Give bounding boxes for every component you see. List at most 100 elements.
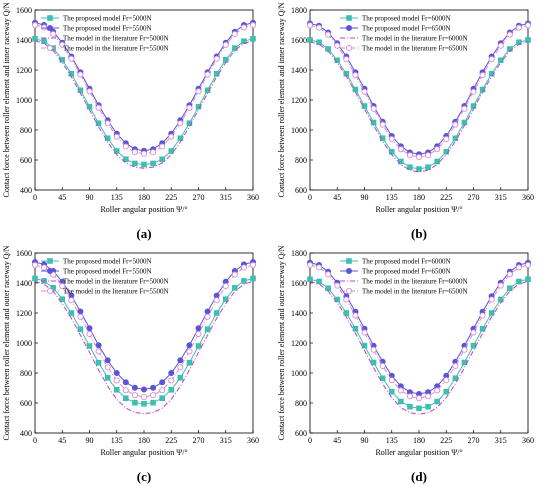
- x-tick-label: 360: [522, 193, 534, 202]
- data-point: [95, 348, 102, 355]
- data-point: [316, 264, 323, 271]
- data-point: [434, 387, 441, 394]
- data-point: [168, 387, 175, 393]
- data-point: [68, 297, 75, 304]
- data-point: [159, 156, 165, 163]
- x-tick-label: 90: [361, 436, 369, 445]
- data-point: [406, 152, 413, 159]
- data-point: [213, 310, 220, 316]
- x-tick-label: 0: [33, 436, 37, 445]
- data-point: [95, 104, 102, 111]
- data-point: [113, 370, 120, 376]
- data-point: [397, 146, 404, 153]
- data-point: [352, 325, 359, 332]
- data-point: [343, 70, 350, 77]
- data-point: [77, 326, 84, 333]
- data-point: [407, 164, 413, 170]
- legend-label: The model in the literature Fr=5000N: [63, 278, 169, 286]
- data-point: [123, 156, 129, 163]
- data-point: [68, 55, 75, 62]
- data-point: [379, 375, 386, 382]
- data-point: [186, 104, 193, 111]
- data-point: [32, 36, 38, 42]
- data-point: [406, 393, 413, 400]
- legend-swatch-marker: [46, 287, 54, 295]
- y-tick-label: 1400: [291, 66, 307, 75]
- y-tick-label: 1000: [291, 126, 307, 135]
- data-point: [524, 22, 532, 29]
- data-point: [104, 364, 111, 371]
- x-axis-title: Roller angular position Ψ/°: [375, 205, 462, 214]
- data-point: [168, 377, 175, 384]
- data-point: [168, 133, 175, 140]
- series-3: [309, 41, 529, 173]
- data-point: [388, 388, 395, 395]
- x-tick-label: 225: [440, 193, 452, 202]
- data-point: [334, 42, 341, 49]
- x-tick-label: 270: [468, 436, 480, 445]
- data-point: [497, 42, 504, 49]
- data-point: [240, 24, 247, 31]
- data-point: [159, 387, 166, 394]
- legend-label: The model in the literature Fr=5000N: [63, 35, 169, 43]
- data-point: [452, 121, 459, 128]
- data-point: [416, 166, 422, 172]
- data-point: [68, 310, 75, 316]
- series-1: [32, 36, 256, 168]
- data-point: [361, 103, 368, 109]
- legend-item: The proposed model Fr=6500N: [340, 268, 451, 276]
- data-point: [204, 87, 211, 94]
- legend-item: The model in the literature Fr=5500N: [41, 288, 169, 296]
- data-point: [86, 88, 93, 95]
- legend-item: The proposed model Fr=6500N: [340, 25, 451, 33]
- data-point: [425, 393, 432, 400]
- data-point: [249, 21, 257, 29]
- series-line: [34, 38, 254, 166]
- data-point: [452, 362, 459, 369]
- data-point: [524, 261, 532, 269]
- data-point: [159, 395, 165, 401]
- data-point: [86, 330, 93, 338]
- legend-swatch-marker: [47, 268, 53, 274]
- legend-item: The proposed model Fr=5000N: [41, 15, 152, 23]
- legend-label: The model in the literature Fr=6000N: [362, 278, 468, 286]
- data-point: [343, 310, 350, 316]
- data-point: [497, 282, 504, 289]
- data-point: [425, 164, 431, 170]
- data-point: [41, 38, 47, 45]
- data-point: [195, 103, 202, 110]
- x-tick-label: 225: [440, 436, 452, 445]
- data-point: [31, 21, 39, 29]
- data-point: [316, 39, 322, 46]
- data-point: [306, 22, 314, 29]
- y-tick-label: 1200: [291, 339, 307, 348]
- series-line: [309, 278, 529, 409]
- legend-label: The proposed model Fr=5000N: [63, 15, 152, 23]
- data-point: [415, 153, 423, 161]
- data-point: [370, 346, 377, 353]
- data-point: [168, 148, 175, 154]
- data-point: [250, 275, 256, 282]
- data-point: [307, 37, 313, 43]
- y-tick-label: 800: [295, 156, 307, 165]
- legend-swatch-marker: [345, 44, 353, 52]
- y-tick-label: 1000: [16, 339, 32, 348]
- data-point: [122, 379, 129, 386]
- data-point: [379, 362, 386, 369]
- data-point: [177, 364, 184, 371]
- data-point: [50, 285, 56, 291]
- data-point: [488, 296, 495, 303]
- x-tick-label: 45: [58, 193, 66, 202]
- data-point: [95, 360, 102, 366]
- data-point: [352, 72, 359, 79]
- data-point: [307, 276, 313, 283]
- data-point: [434, 146, 441, 153]
- data-point: [397, 387, 404, 394]
- data-point: [123, 395, 129, 401]
- legend-item: The proposed model Fr=6000N: [340, 258, 451, 266]
- legend-swatch-marker: [346, 25, 352, 31]
- legend-swatch-marker: [47, 258, 53, 264]
- x-tick-label: 315: [220, 193, 232, 202]
- panel-label: (c): [137, 469, 151, 484]
